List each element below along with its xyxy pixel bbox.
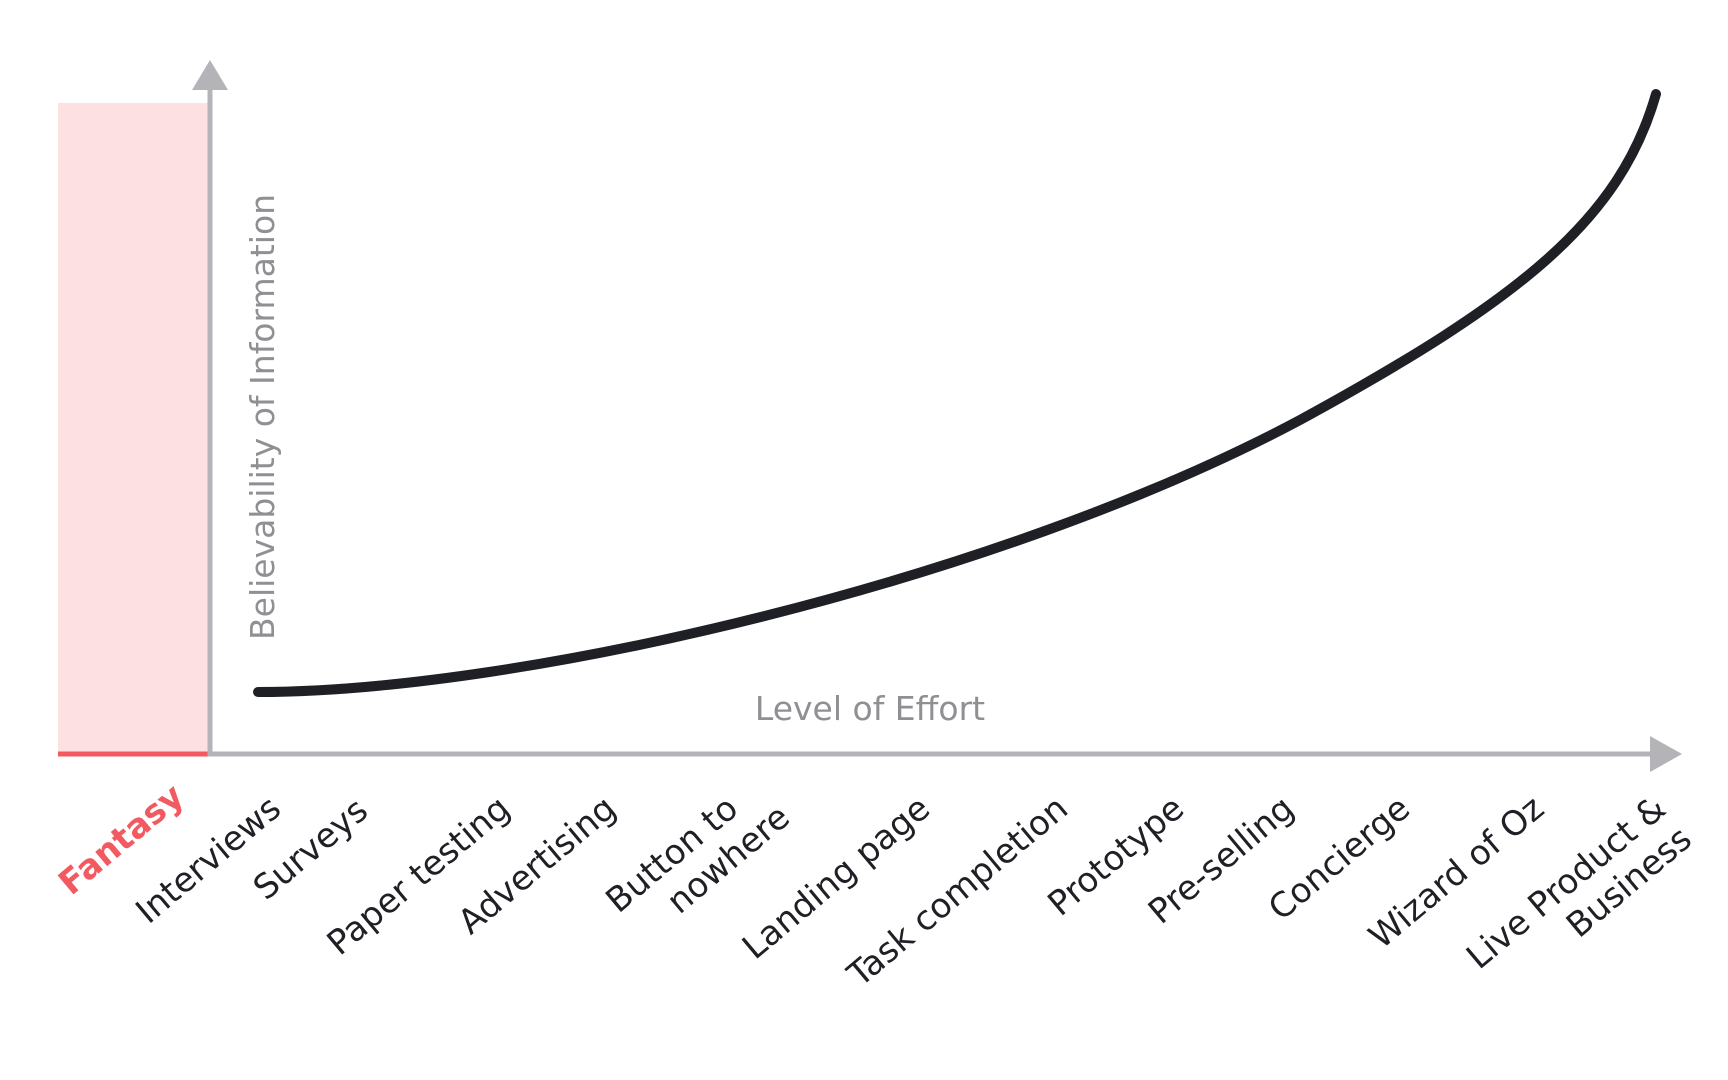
- fantasy-zone: [58, 103, 208, 755]
- x-axis-arrowhead: [1650, 736, 1682, 772]
- effort-believability-curve: [253, 89, 1661, 697]
- x-axis-title: Level of Effort: [755, 689, 985, 728]
- y-axis-title: Believability of Information: [243, 194, 282, 640]
- y-axis-arrowhead: [192, 60, 228, 90]
